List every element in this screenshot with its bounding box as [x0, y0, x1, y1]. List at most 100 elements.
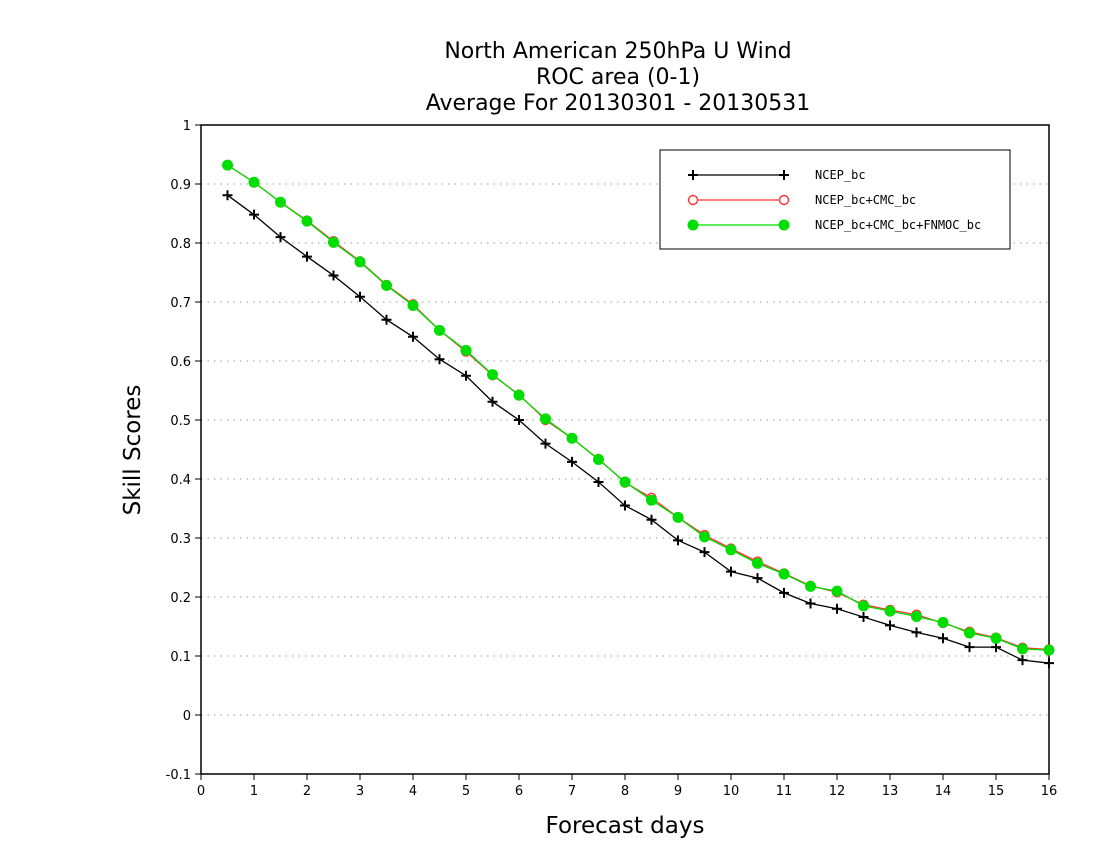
series-1-line	[227, 194, 1050, 664]
series-1-point	[381, 314, 392, 325]
y-axis-title: Skill Scores	[120, 385, 146, 516]
gridlines	[201, 183, 1049, 716]
series-3-point	[725, 544, 737, 556]
legend-marker-2	[778, 194, 790, 206]
series-3-point	[328, 236, 339, 248]
legend-label-3: NCEP_bc+CMC_bc+FNMOC_bc	[815, 218, 981, 232]
series-3-point	[778, 568, 790, 580]
x-tick-label: 7	[568, 784, 576, 799]
series-1-point	[249, 209, 259, 220]
series-1-point	[699, 547, 710, 558]
series-3-point	[805, 580, 816, 592]
series-3-point	[513, 389, 525, 401]
series-3-point	[672, 511, 684, 523]
series-1-point	[832, 603, 842, 614]
x-tick-label: 16	[1041, 784, 1058, 799]
series-3-point	[381, 279, 392, 291]
series-1-point	[1044, 658, 1054, 669]
series-3-point	[434, 324, 445, 336]
series-3-point	[752, 557, 763, 569]
x-tick-label: 9	[674, 784, 682, 799]
series-1-point	[726, 566, 736, 577]
x-tick-label: 12	[829, 784, 846, 799]
y-tick-label: 0.4	[170, 473, 191, 488]
x-tick-label: 15	[988, 784, 1005, 799]
series-3-point	[487, 369, 498, 381]
series-1-point	[514, 415, 524, 425]
x-tick-label: 11	[776, 784, 793, 799]
y-tick-label: 0.6	[170, 355, 191, 370]
x-tick-label: 5	[462, 784, 470, 799]
series-3-point	[646, 494, 657, 506]
series-1-point	[461, 370, 471, 381]
series-3	[222, 159, 1055, 656]
series-1-point	[991, 642, 1001, 653]
series-3-point	[831, 585, 843, 597]
chart-title-line-1: North American 250hPa U Wind	[444, 39, 791, 64]
legend-label-2: NCEP_bc+CMC_bc	[815, 193, 916, 207]
series-3-point	[593, 454, 604, 466]
legend-label-1: NCEP_bc	[815, 168, 866, 182]
series-1-point	[567, 456, 577, 467]
series-3-point	[566, 432, 578, 444]
series-3-point	[1017, 643, 1028, 655]
series-1-point	[964, 642, 975, 653]
y-tick-label: 0.2	[170, 591, 191, 606]
series-1-point	[858, 612, 869, 623]
legend: NCEP_bc NCEP_bc+CMC_bc NCEP_bc+CMC_bc+FNMO…	[659, 149, 1011, 250]
series-1-point	[434, 354, 445, 365]
series-1-point	[646, 514, 657, 525]
legend-marker-2	[687, 194, 699, 206]
series-3-point	[354, 256, 366, 268]
series-3-point	[301, 215, 313, 227]
x-tick-label: 10	[723, 784, 740, 799]
series-1-point	[911, 627, 922, 638]
x-tick-label: 3	[356, 784, 364, 799]
series-1-point	[620, 500, 630, 511]
series-1-point	[938, 633, 948, 644]
series-3-point	[858, 600, 869, 612]
series-1-point	[302, 251, 312, 262]
legend-marker-3	[778, 219, 790, 231]
series-1-point	[222, 190, 233, 201]
y-tick-label: 0.7	[170, 296, 191, 311]
series-1-point	[673, 535, 683, 546]
y-tick-label: 0	[183, 709, 191, 724]
series-1	[222, 190, 1054, 669]
x-tick-label: 14	[935, 784, 952, 799]
y-tick-label: 1	[183, 119, 191, 134]
series-3-point	[248, 176, 260, 188]
x-tick-label: 4	[409, 784, 417, 799]
data-series	[222, 159, 1055, 669]
x-tick-label: 6	[515, 784, 523, 799]
y-tick-label: 0.5	[170, 414, 191, 429]
series-3-point	[884, 605, 896, 617]
series-3-point	[964, 627, 975, 639]
series-3-point	[990, 632, 1002, 644]
y-tick-label: 0.1	[170, 650, 191, 665]
series-1-point	[540, 438, 551, 449]
chart-title-line-3: Average For 20130301 - 20130531	[426, 91, 811, 116]
series-1-point	[275, 232, 286, 243]
series-3-point	[222, 159, 233, 171]
series-3-point	[911, 610, 922, 622]
legend-marker-1	[779, 170, 789, 180]
series-1-point	[408, 331, 418, 342]
series-3-point	[275, 196, 286, 208]
series-1-point	[487, 396, 498, 407]
series-1-point	[885, 620, 895, 631]
legend-marker-3	[687, 219, 699, 231]
x-tick-label: 13	[882, 784, 899, 799]
y-tick-label: -0.1	[166, 768, 191, 783]
x-tick-label: 8	[621, 784, 629, 799]
series-3-point	[937, 616, 949, 628]
series-1-point	[355, 291, 365, 302]
y-tick-label: 0.9	[170, 178, 191, 193]
series-3-point	[699, 531, 710, 543]
y-tick-label: 0.8	[170, 237, 191, 252]
x-tick-label: 2	[303, 784, 311, 799]
series-3-point	[540, 413, 551, 425]
legend-marker-1	[688, 170, 698, 180]
axis-ticks: -0.100.10.20.30.40.50.60.70.80.910 1 2 3 4 5 6…	[166, 119, 1058, 799]
series-3-point	[619, 476, 631, 488]
